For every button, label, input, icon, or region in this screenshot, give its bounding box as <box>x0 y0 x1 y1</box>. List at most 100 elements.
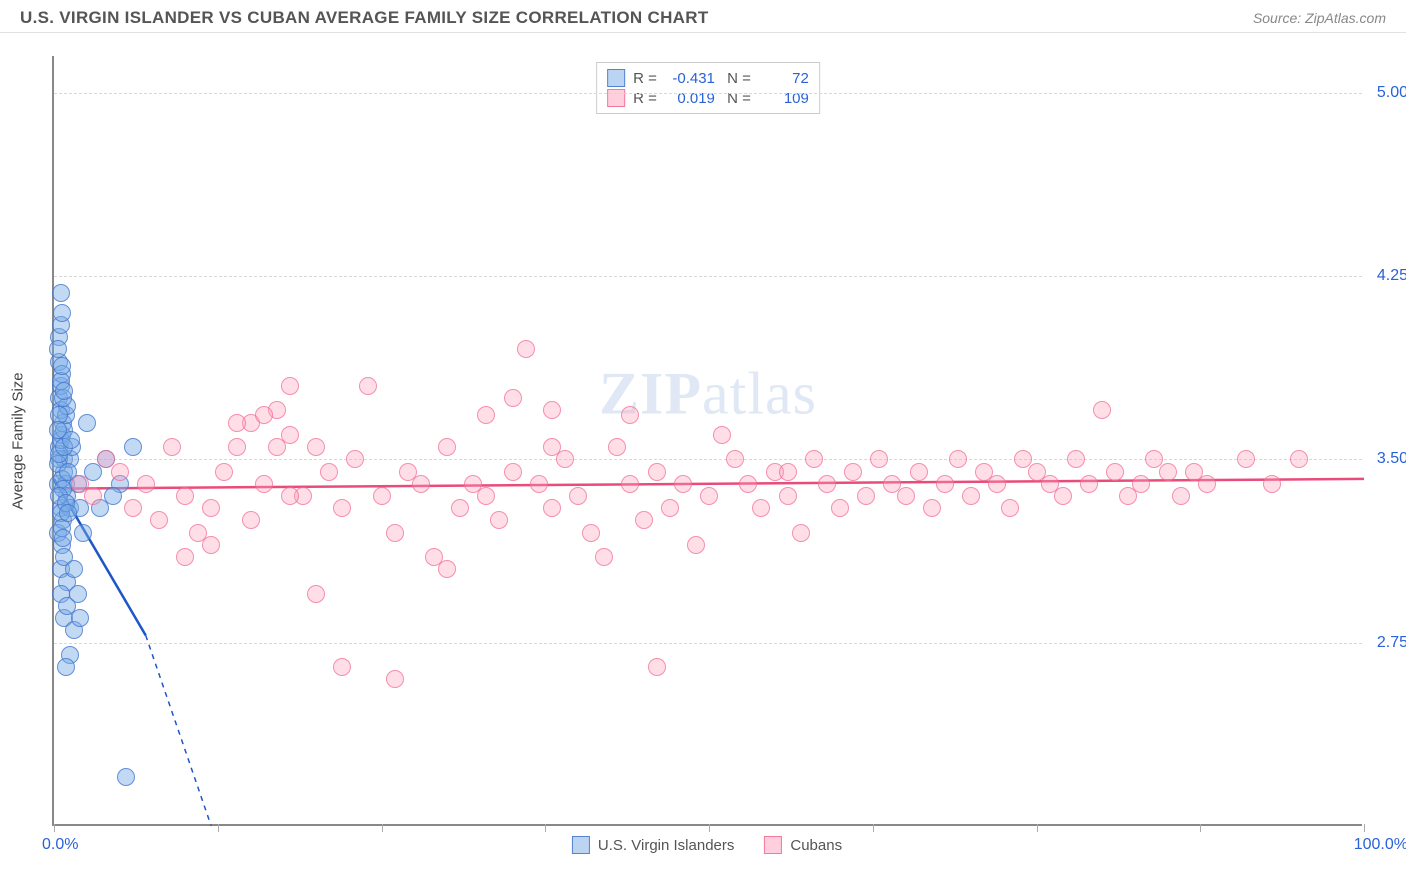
data-point <box>228 414 246 432</box>
data-point <box>137 475 155 493</box>
data-point <box>451 499 469 517</box>
data-point <box>124 438 142 456</box>
data-point <box>490 511 508 529</box>
data-point <box>1132 475 1150 493</box>
xtick <box>545 824 546 832</box>
data-point <box>117 768 135 786</box>
xtick <box>1200 824 1201 832</box>
data-point <box>530 475 548 493</box>
data-point <box>255 406 273 424</box>
data-point <box>242 511 260 529</box>
data-point <box>55 382 73 400</box>
data-point <box>857 487 875 505</box>
legend-item-0: U.S. Virgin Islanders <box>572 836 734 854</box>
data-point <box>320 463 338 481</box>
data-point <box>910 463 928 481</box>
data-point <box>333 658 351 676</box>
data-point <box>1106 463 1124 481</box>
xtick <box>54 824 55 832</box>
data-point <box>635 511 653 529</box>
data-point <box>752 499 770 517</box>
data-point <box>831 499 849 517</box>
xtick <box>1364 824 1365 832</box>
data-point <box>373 487 391 505</box>
data-point <box>700 487 718 505</box>
data-point <box>897 487 915 505</box>
legend-label-0: U.S. Virgin Islanders <box>598 837 734 854</box>
data-point <box>792 524 810 542</box>
x-axis-max-label: 100.0% <box>1354 836 1406 854</box>
xtick <box>873 824 874 832</box>
data-point <box>1198 475 1216 493</box>
swatch-blue-icon <box>607 69 625 87</box>
data-point <box>202 536 220 554</box>
y-axis-label: Average Family Size <box>10 372 27 509</box>
data-point <box>74 524 92 542</box>
data-point <box>543 438 561 456</box>
data-point <box>1093 401 1111 419</box>
data-point <box>517 340 535 358</box>
data-point <box>53 304 71 322</box>
data-point <box>779 487 797 505</box>
data-point <box>54 529 72 547</box>
data-point <box>1263 475 1281 493</box>
ytick-label: 3.50 <box>1368 450 1406 468</box>
xtick <box>382 824 383 832</box>
data-point <box>713 426 731 444</box>
data-point <box>176 487 194 505</box>
data-point <box>621 406 639 424</box>
data-point <box>281 377 299 395</box>
xtick <box>1037 824 1038 832</box>
data-point <box>281 426 299 444</box>
data-point <box>648 658 666 676</box>
data-point <box>52 284 70 302</box>
data-point <box>608 438 626 456</box>
data-point <box>988 475 1006 493</box>
plot-region: ZIPatlas R = -0.431 N = 72 R = 0.019 N =… <box>52 56 1362 826</box>
trend-lines <box>54 56 1364 826</box>
data-point <box>307 585 325 603</box>
data-point <box>844 463 862 481</box>
data-point <box>1172 487 1190 505</box>
data-point <box>477 406 495 424</box>
data-point <box>386 524 404 542</box>
stats-row-0: R = -0.431 N = 72 <box>607 69 809 87</box>
gridline-h <box>54 459 1362 460</box>
data-point <box>1290 450 1308 468</box>
data-point <box>621 475 639 493</box>
ytick-label: 4.25 <box>1368 267 1406 285</box>
stats-box: R = -0.431 N = 72 R = 0.019 N = 109 <box>596 62 820 114</box>
data-point <box>1080 475 1098 493</box>
data-point <box>962 487 980 505</box>
xtick <box>218 824 219 832</box>
data-point <box>59 504 77 522</box>
data-point <box>726 450 744 468</box>
data-point <box>49 421 67 439</box>
data-point <box>255 475 273 493</box>
data-point <box>57 658 75 676</box>
data-point <box>307 438 325 456</box>
data-point <box>504 389 522 407</box>
legend-swatch-blue-icon <box>572 836 590 854</box>
data-point <box>582 524 600 542</box>
data-point <box>739 475 757 493</box>
data-point <box>543 499 561 517</box>
data-point <box>333 499 351 517</box>
data-point <box>84 487 102 505</box>
data-point <box>569 487 587 505</box>
data-point <box>49 340 67 358</box>
data-point <box>1054 487 1072 505</box>
gridline-h <box>54 276 1362 277</box>
data-point <box>543 401 561 419</box>
data-point <box>805 450 823 468</box>
data-point <box>359 377 377 395</box>
data-point <box>438 438 456 456</box>
chart-header: U.S. VIRGIN ISLANDER VS CUBAN AVERAGE FA… <box>0 0 1406 33</box>
data-point <box>202 499 220 517</box>
gridline-h <box>54 93 1362 94</box>
data-point <box>163 438 181 456</box>
data-point <box>923 499 941 517</box>
data-point <box>674 475 692 493</box>
data-point <box>1067 450 1085 468</box>
data-point <box>1159 463 1177 481</box>
